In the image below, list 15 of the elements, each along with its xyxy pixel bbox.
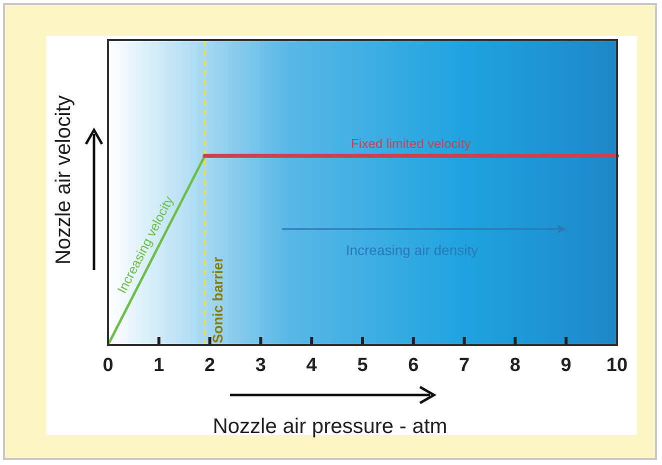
x-tick-label: 2 — [204, 355, 216, 376]
y-axis-title: Nozzle air velocity — [52, 94, 75, 265]
x-tick-label: 1 — [154, 355, 165, 376]
x-tick-label: 0 — [102, 355, 114, 376]
x-tick-label: 7 — [459, 355, 470, 376]
x-tick-label: 3 — [255, 355, 266, 376]
x-tick-label: 9 — [560, 355, 572, 376]
x-tick-label: 10 — [606, 355, 628, 376]
series-label: Fixed limited velocity — [350, 136, 472, 151]
x-tick-label: 4 — [306, 355, 318, 376]
x-axis-title: Nozzle air pressure - atm — [212, 415, 448, 438]
x-tick-label: 8 — [510, 355, 520, 376]
x-tick-label: 5 — [357, 355, 368, 376]
x-tick-label: 6 — [408, 355, 419, 376]
ref-line-label: Sonic barrier — [210, 256, 226, 344]
